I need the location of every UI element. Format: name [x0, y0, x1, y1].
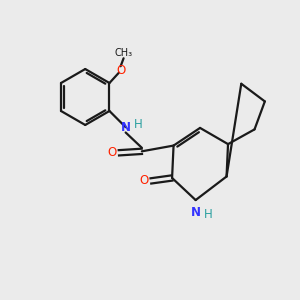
Text: H: H — [204, 208, 212, 221]
Text: O: O — [140, 174, 149, 188]
Text: N: N — [190, 206, 201, 219]
Text: H: H — [134, 118, 142, 131]
Text: N: N — [121, 121, 130, 134]
Text: O: O — [116, 64, 125, 77]
Text: O: O — [108, 146, 117, 159]
Text: CH₃: CH₃ — [115, 48, 133, 58]
